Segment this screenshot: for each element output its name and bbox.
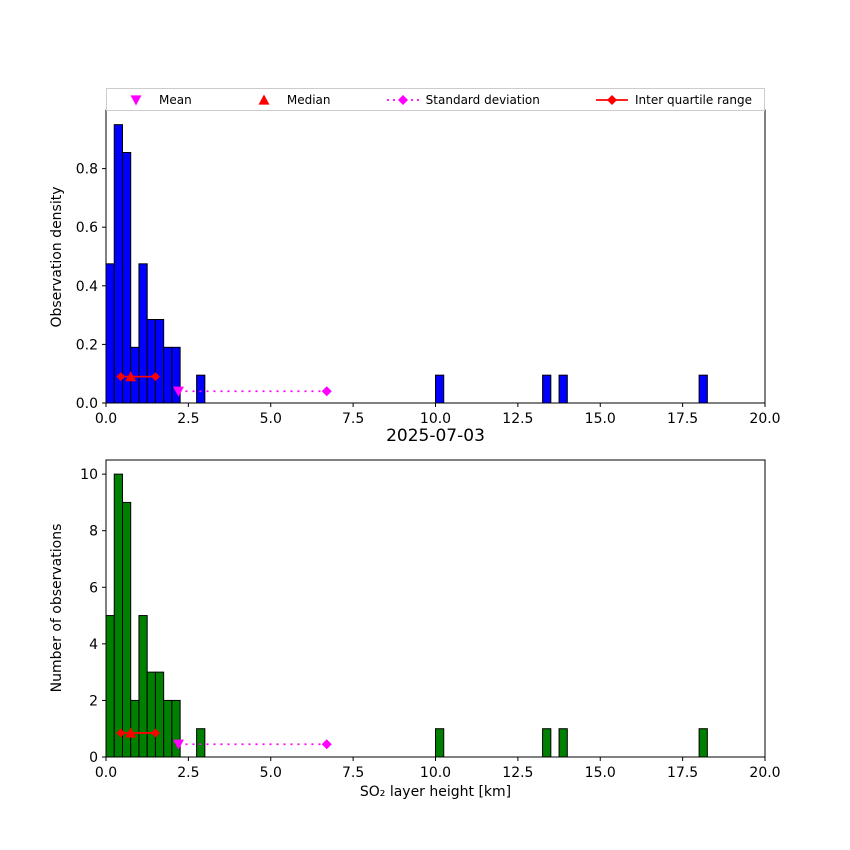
x-tick-label: 2.5 bbox=[177, 765, 199, 781]
histogram-bar bbox=[542, 728, 552, 758]
iqr-q1-marker bbox=[116, 372, 126, 382]
histogram-bar bbox=[196, 728, 206, 758]
legend-item-standard-deviation: Standard deviation bbox=[386, 93, 540, 107]
std-endpoint-marker bbox=[321, 386, 332, 397]
diamond-icon bbox=[386, 94, 419, 105]
histogram-bar bbox=[113, 473, 123, 758]
x-tick-label: 10.0 bbox=[420, 765, 451, 781]
x-axis-label: SO₂ layer height [km] bbox=[359, 784, 512, 800]
legend-item-mean: Mean bbox=[119, 93, 192, 107]
median-marker bbox=[125, 727, 137, 738]
top-y-axis-label: Observation density bbox=[49, 186, 65, 328]
histogram-bar bbox=[121, 501, 132, 758]
subplot-title: 2025-07-03 bbox=[386, 426, 485, 446]
x-tick-label: 20.0 bbox=[749, 765, 780, 781]
y-tick-label: 0.0 bbox=[76, 396, 98, 412]
x-tick-label: 17.5 bbox=[667, 411, 698, 427]
histogram-bar bbox=[163, 346, 173, 404]
diamond-icon bbox=[596, 94, 629, 105]
x-tick-label: 7.5 bbox=[342, 411, 364, 427]
bottom-y-axis-label: Number of observations bbox=[49, 523, 65, 693]
histogram-bar bbox=[163, 699, 173, 758]
axes-spines bbox=[105, 109, 766, 404]
histogram-bar bbox=[435, 374, 445, 404]
histogram-bar bbox=[138, 263, 148, 404]
iqr-q3-marker bbox=[150, 372, 160, 382]
y-tick-label: 6 bbox=[89, 580, 98, 596]
std-endpoint-marker bbox=[321, 739, 332, 750]
histogram-bar bbox=[113, 124, 123, 404]
legend-marker bbox=[258, 94, 270, 105]
iqr-q1-marker bbox=[116, 728, 126, 738]
x-tick-label: 12.5 bbox=[502, 765, 533, 781]
median-marker bbox=[125, 371, 137, 382]
histogram-bar bbox=[130, 699, 140, 758]
legend: Mean Median Standard deviation Inter quarti… bbox=[106, 88, 765, 111]
x-tick-label: 12.5 bbox=[502, 411, 533, 427]
legend-marker bbox=[607, 94, 618, 105]
observation-count-histogram: 0.0 2.5 5.0 7.5 10.0 12.5 15.0 17.5 20.0 0 2 4 6 8 10 bbox=[80, 459, 781, 781]
observation-density-histogram: 0.0 2.5 5.0 7.5 10.0 12.5 15.0 17.5 20.0 0.0 0.2 0.… bbox=[76, 109, 781, 427]
mean-marker bbox=[172, 386, 184, 397]
legend-item-inter-quartile-range: Inter quartile range bbox=[595, 93, 752, 107]
x-tick-label: 5.0 bbox=[260, 765, 282, 781]
mean-marker bbox=[172, 739, 184, 750]
x-tick-label: 7.5 bbox=[342, 765, 364, 781]
y-tick-label: 0.6 bbox=[76, 220, 98, 236]
histogram-bar bbox=[154, 319, 165, 404]
y-tick-label: 0.8 bbox=[76, 162, 98, 178]
histogram-bar bbox=[138, 615, 148, 758]
x-tick-label: 15.0 bbox=[585, 411, 616, 427]
legend-marker bbox=[130, 94, 142, 105]
histogram-bar bbox=[558, 728, 568, 758]
y-tick-label: 2 bbox=[89, 693, 98, 709]
legend-label: Inter quartile range bbox=[635, 92, 752, 107]
legend-marker bbox=[397, 94, 408, 105]
triangle-down-icon bbox=[130, 94, 142, 105]
histogram-bar bbox=[698, 728, 708, 758]
legend-label: Median bbox=[286, 92, 331, 107]
x-tick-label: 0.0 bbox=[95, 765, 117, 781]
legend-label: Mean bbox=[159, 92, 192, 107]
y-tick-label: 0 bbox=[89, 750, 98, 766]
histogram-bar bbox=[558, 374, 568, 404]
histogram-bar bbox=[154, 671, 165, 758]
x-tick-label: 20.0 bbox=[749, 411, 780, 427]
x-tick-label: 5.0 bbox=[260, 411, 282, 427]
y-tick-label: 4 bbox=[89, 637, 98, 653]
x-tick-label: 2.5 bbox=[177, 411, 199, 427]
legend-label: Standard deviation bbox=[425, 92, 540, 107]
histogram-bar bbox=[105, 615, 115, 758]
y-tick-label: 0.2 bbox=[76, 337, 98, 353]
histogram-bar bbox=[435, 728, 445, 758]
x-tick-label: 15.0 bbox=[585, 765, 616, 781]
x-tick-label: 0.0 bbox=[95, 411, 117, 427]
x-tick-label: 17.5 bbox=[667, 765, 698, 781]
legend-item-median: Median bbox=[247, 93, 331, 107]
y-tick-label: 8 bbox=[89, 524, 98, 540]
y-tick-label: 0.4 bbox=[76, 279, 98, 295]
histogram-bar bbox=[542, 374, 552, 404]
iqr-q3-marker bbox=[150, 728, 160, 738]
histogram-bar bbox=[196, 374, 206, 404]
histogram-bar bbox=[146, 671, 156, 758]
axes-spines bbox=[105, 459, 766, 758]
y-tick-label: 10 bbox=[80, 467, 98, 483]
x-tick-label: 10.0 bbox=[420, 411, 451, 427]
histogram-bar bbox=[698, 374, 708, 404]
histogram-bar bbox=[121, 151, 132, 404]
histogram-bar bbox=[105, 263, 115, 404]
histogram-bar bbox=[146, 319, 156, 404]
triangle-up-icon bbox=[258, 94, 270, 105]
